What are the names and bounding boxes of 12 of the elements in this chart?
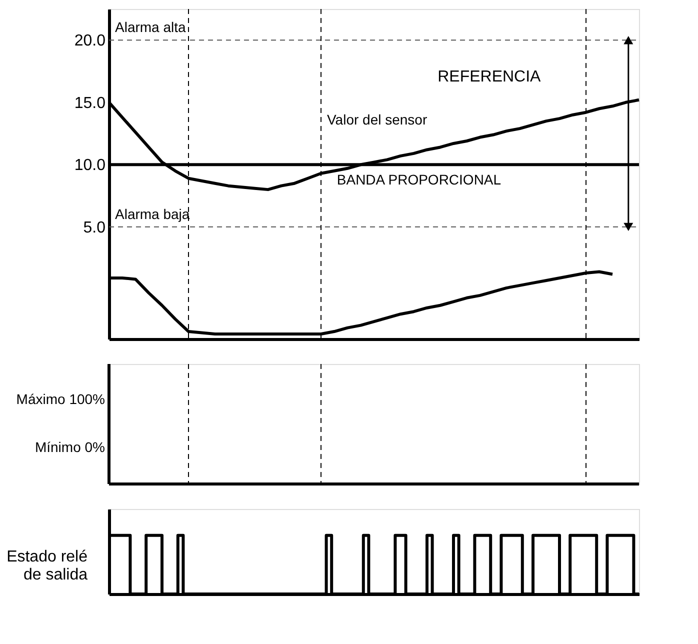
y-tick-label: 10.0 xyxy=(74,157,106,174)
y-tick-label: 15.0 xyxy=(74,94,106,112)
y-tick-label: 20.0 xyxy=(74,32,106,50)
text: Máximo 100% xyxy=(16,391,105,407)
ref-line-label: Alarma alta xyxy=(115,19,186,36)
annotation: REFERENCIA xyxy=(438,68,542,86)
y-axis-title: Estado relé de salida xyxy=(6,548,88,584)
annotation: BANDA PROPORCIONAL xyxy=(336,172,502,188)
text: Mínimo 0% xyxy=(34,439,105,455)
ref-line-label: Alarma baja xyxy=(115,206,190,222)
series-label: Valor del sensor xyxy=(327,112,428,128)
y-tick-label: 5.0 xyxy=(83,219,106,236)
